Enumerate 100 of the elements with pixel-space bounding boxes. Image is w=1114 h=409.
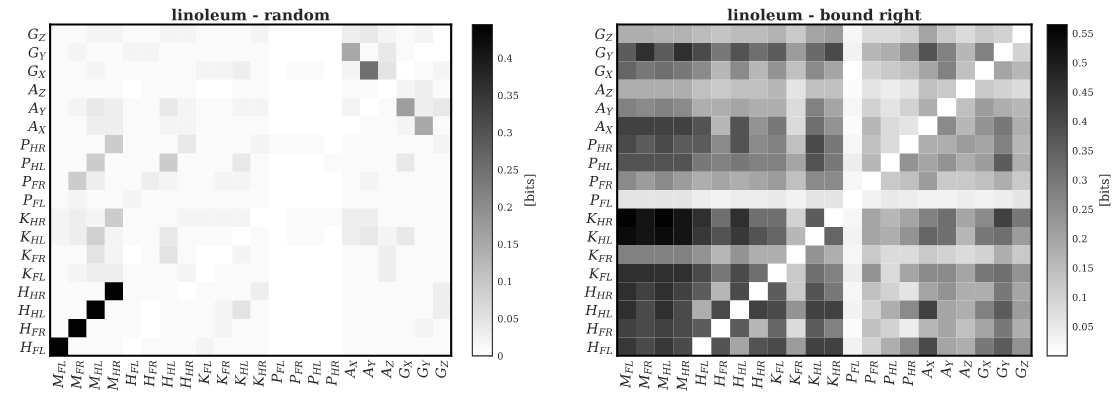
y-tick-label: A$_{X}$: [27, 120, 46, 134]
y-tick-label: K$_{HL}$: [586, 231, 613, 244]
y-tick-label: H$_{FL}$: [19, 341, 45, 355]
color-bar-label: 0.4: [1072, 117, 1088, 126]
color-bar-label: 0.35: [1072, 147, 1093, 155]
y-tick-label: G$_{Y}$: [28, 47, 47, 60]
y-tick-label: G$_{X}$: [28, 65, 46, 78]
y-tick-label: H$_{FR}$: [19, 323, 46, 336]
x-tick-label: K$_{HL}$: [808, 360, 821, 387]
y-tick-label: H$_{HR}$: [584, 286, 613, 299]
y-tick-label: A$_{Z}$: [594, 84, 613, 97]
x-tick-label: H$_{HL}$: [162, 361, 175, 388]
x-tick-label: G$_{Z}$: [435, 360, 448, 378]
x-tick-label: A$_{X}$: [344, 360, 357, 379]
x-tick-label: A$_{Z}$: [381, 360, 394, 379]
color-bar-title: [bits]: [524, 174, 536, 206]
x-tick-label: K$_{HR}$: [253, 360, 266, 387]
x-tick-label: M$_{FL}$: [620, 360, 633, 389]
color-bar-label: 0.15: [1072, 264, 1093, 272]
y-tick-label: K$_{HR}$: [586, 212, 613, 226]
color-bar-label: 0.2: [497, 203, 512, 211]
x-tick-label: K$_{HL}$: [235, 360, 248, 387]
color-bar-label: 0.1: [497, 277, 512, 286]
x-tick-label: M$_{FR}$: [639, 360, 652, 390]
x-tick-label: P$_{HR}$: [902, 360, 916, 386]
y-tick-label: P$_{FL}$: [22, 194, 46, 207]
y-tick-label: G$_{Z}$: [595, 28, 613, 42]
color-bar-label: 0.4: [497, 54, 513, 62]
x-tick-label: H$_{FR}$: [714, 360, 727, 387]
x-tick-label: M$_{FR}$: [71, 360, 84, 390]
x-tick-label: H$_{HR}$: [180, 360, 193, 389]
y-tick-label: G$_{Y}$: [595, 47, 614, 60]
x-tick-label: K$_{FR}$: [789, 360, 803, 386]
x-tick-label: G$_{Y}$: [417, 359, 430, 378]
y-tick-label: G$_{Z}$: [28, 28, 46, 42]
color-bar-title: [bits]: [1099, 174, 1111, 206]
x-tick-label: H$_{FR}$: [144, 360, 157, 387]
x-tick-label: P$_{FL}$: [271, 360, 284, 384]
x-tick-label: M$_{HR}$: [107, 360, 120, 391]
color-bar-label: 0.3: [1072, 176, 1087, 184]
y-tick-label: P$_{HL}$: [587, 157, 612, 170]
y-tick-label: P$_{HR}$: [587, 139, 613, 152]
color-bar-label: 0.5: [1072, 59, 1087, 67]
y-tick-label: P$_{HR}$: [20, 139, 46, 152]
x-tick-label: P$_{FR}$: [289, 360, 303, 385]
x-tick-label: H$_{FL}$: [125, 360, 139, 387]
y-tick-label: P$_{FL}$: [589, 194, 613, 207]
y-tick-label: K$_{FL}$: [588, 268, 612, 281]
color-bar-label: 0.3: [497, 128, 512, 137]
color-bar-label: 0.55: [1072, 29, 1093, 38]
x-tick-label: K$_{FL}$: [198, 361, 212, 385]
chart-title: linoleum - random: [171, 8, 330, 21]
y-tick-label: K$_{HR}$: [19, 212, 46, 226]
x-tick-label: P$_{HL}$: [308, 361, 321, 386]
x-tick-label: A$_{Z}$: [959, 360, 972, 379]
color-bar-label: 0.1: [1072, 293, 1087, 302]
y-tick-label: K$_{HL}$: [19, 231, 45, 244]
color-bar-label: 0.25: [1072, 205, 1093, 214]
color-bar-label: 0.35: [497, 91, 519, 100]
x-tick-label: A$_{X}$: [921, 360, 934, 379]
color-bar-label: 0.05: [497, 315, 519, 323]
y-tick-label: K$_{FR}$: [587, 249, 613, 263]
x-tick-label: H$_{HL}$: [733, 361, 746, 388]
x-tick-label: M$_{HR}$: [676, 360, 690, 391]
y-tick-label: H$_{FR}$: [586, 323, 613, 336]
x-tick-label: M$_{HL}$: [657, 361, 671, 390]
y-tick-label: A$_{Y}$: [594, 102, 614, 115]
x-tick-label: G$_{Y}$: [996, 359, 1010, 378]
x-tick-label: P$_{FL}$: [846, 360, 859, 384]
y-tick-label: K$_{FL}$: [21, 268, 45, 281]
y-tick-label: P$_{HL}$: [20, 157, 45, 170]
x-tick-label: G$_{X}$: [977, 360, 991, 378]
y-tick-label: A$_{X}$: [594, 120, 613, 134]
color-bar-label: 0.15: [497, 240, 519, 248]
y-tick-label: A$_{Y}$: [27, 102, 47, 115]
x-tick-label: K$_{FR}$: [217, 360, 230, 386]
x-tick-label: M$_{FL}$: [52, 360, 66, 389]
color-bar-label: 0.25: [497, 166, 519, 174]
y-tick-label: H$_{HR}$: [17, 286, 46, 299]
y-tick-label: H$_{HL}$: [585, 304, 612, 318]
x-tick-label: A$_{Y}$: [940, 359, 953, 378]
x-tick-label: P$_{HL}$: [883, 361, 897, 386]
x-tick-label: K$_{HR}$: [827, 360, 840, 387]
x-tick-label: A$_{Y}$: [362, 359, 376, 378]
color-bar-label: 0.2: [1072, 235, 1087, 243]
y-tick-label: H$_{FL}$: [586, 341, 613, 355]
color-bar-label: 0.05: [1072, 322, 1093, 331]
y-tick-label: H$_{HL}$: [18, 304, 45, 318]
x-tick-label: P$_{HR}$: [326, 360, 339, 386]
x-tick-label: M$_{HL}$: [89, 361, 102, 390]
color-bar-label: 0: [497, 352, 503, 360]
x-tick-label: P$_{FR}$: [865, 360, 878, 385]
y-tick-label: G$_{X}$: [595, 65, 613, 78]
color-bar-label: 0.45: [1072, 88, 1093, 96]
x-tick-label: K$_{FL}$: [770, 361, 784, 385]
y-tick-label: P$_{FR}$: [588, 176, 613, 189]
y-tick-label: A$_{Z}$: [27, 84, 46, 97]
x-tick-label: H$_{FL}$: [695, 360, 708, 387]
chart-title: linoleum - bound right: [727, 8, 922, 24]
y-tick-label: P$_{FR}$: [21, 176, 46, 189]
